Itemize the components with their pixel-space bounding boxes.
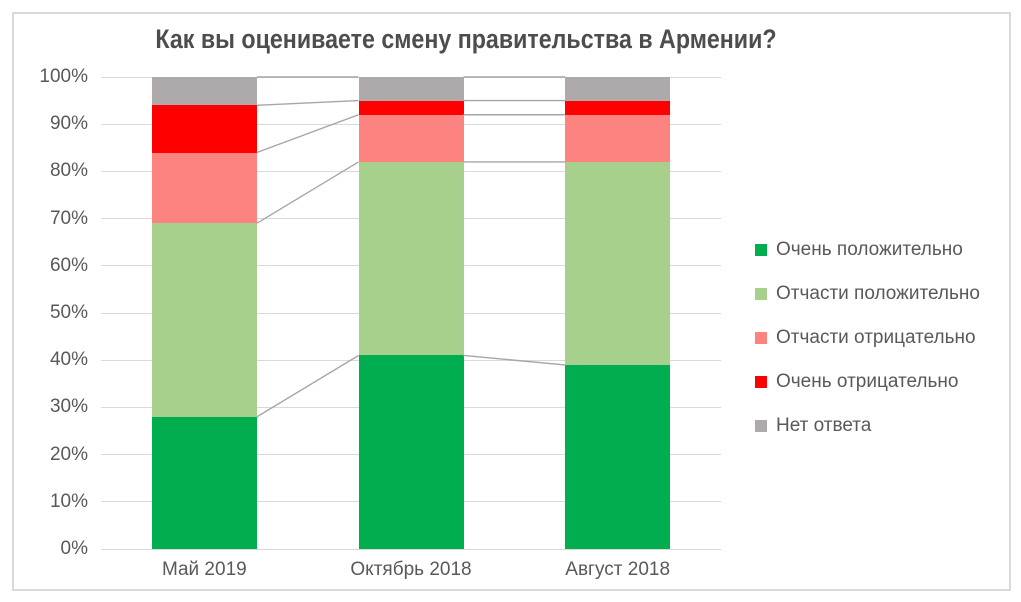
bar-segment bbox=[565, 161, 671, 365]
bar-segment bbox=[565, 100, 671, 115]
legend-label: Очень положительно bbox=[776, 238, 963, 260]
gridline bbox=[101, 548, 721, 550]
legend-marker bbox=[755, 375, 767, 388]
bar-segment bbox=[358, 355, 464, 549]
bar-segment bbox=[151, 105, 257, 153]
plot-area: 0% 10% 20% 30% 40% 50% 60% 70% 80% 90% 100% Май 201… bbox=[39, 66, 721, 580]
legend-label: Отчасти отрицательно bbox=[776, 326, 976, 348]
bar-segment bbox=[151, 223, 257, 417]
bar-segment bbox=[151, 152, 257, 224]
x-category-label: Май 2019 bbox=[161, 559, 247, 580]
series-connector-line bbox=[256, 99, 359, 107]
bar-segment bbox=[358, 161, 464, 356]
bar-segment bbox=[565, 77, 671, 101]
legend-item: Отчасти отрицательно bbox=[755, 326, 980, 349]
bar-segment bbox=[565, 364, 671, 549]
y-tick-label: 0% bbox=[60, 538, 88, 559]
y-tick-label: 90% bbox=[49, 113, 88, 135]
chart-frame: Как вы оцениваете смену правительства в … bbox=[12, 12, 1011, 591]
y-tick-label: 80% bbox=[49, 160, 88, 182]
x-category-label: Октябрь 2018 bbox=[350, 559, 472, 580]
legend-item: Очень положительно bbox=[755, 238, 980, 261]
legend-item: Очень отрицательно bbox=[755, 370, 980, 393]
bar-segment bbox=[358, 114, 464, 162]
bar-segment bbox=[151, 77, 257, 106]
bar-segment bbox=[565, 114, 671, 162]
bar-segment bbox=[358, 77, 464, 101]
legend-label: Нет ответа bbox=[776, 414, 872, 436]
series-connector-line bbox=[256, 114, 359, 154]
y-tick-label: 30% bbox=[49, 396, 88, 418]
y-tick-label: 70% bbox=[49, 207, 88, 229]
legend-marker bbox=[755, 419, 767, 432]
legend-item: Нет ответа bbox=[755, 414, 980, 437]
chart-title: Как вы оцениваете смену правительства в … bbox=[155, 24, 777, 54]
y-tick-label: 20% bbox=[49, 443, 88, 465]
bar-segment bbox=[358, 100, 464, 115]
y-tick-label: 40% bbox=[49, 349, 88, 371]
legend-label: Очень отрицательно bbox=[776, 370, 959, 392]
legend: Очень положительно Отчасти положительно От… bbox=[755, 238, 980, 437]
legend-item: Отчасти положительно bbox=[755, 282, 980, 305]
y-tick-label: 50% bbox=[49, 302, 88, 323]
legend-label: Отчасти положительно bbox=[776, 282, 980, 304]
legend-marker bbox=[755, 287, 767, 300]
y-tick-label: 60% bbox=[49, 254, 88, 276]
legend-marker bbox=[755, 331, 767, 344]
y-tick-label: 100% bbox=[39, 66, 88, 87]
bar-segment bbox=[151, 416, 257, 549]
x-category-label: Август 2018 bbox=[565, 559, 671, 580]
y-tick-label: 10% bbox=[49, 490, 88, 512]
legend-marker bbox=[755, 243, 767, 256]
